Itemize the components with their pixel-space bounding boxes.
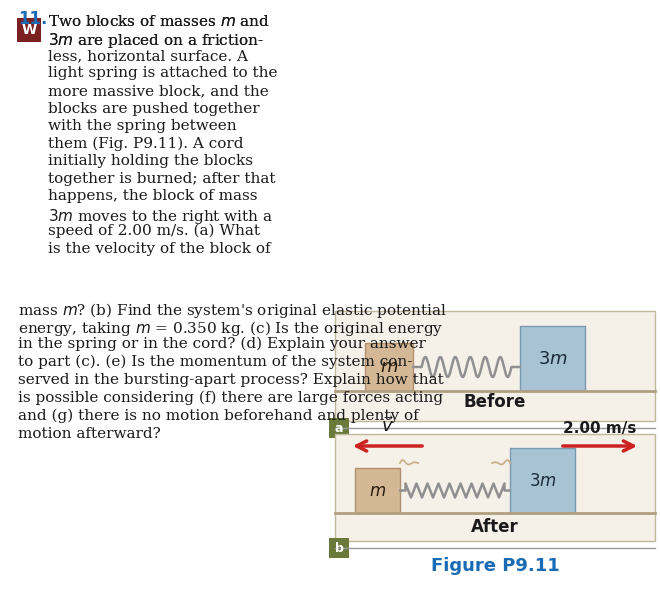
Text: $m$: $m$ — [380, 358, 398, 376]
Text: is possible considering (f) there are large forces acting: is possible considering (f) there are la… — [18, 391, 443, 405]
FancyBboxPatch shape — [329, 418, 349, 438]
Text: 2.00 m/s: 2.00 m/s — [564, 421, 637, 436]
Text: and (g) there is no motion beforehand and plenty of: and (g) there is no motion beforehand an… — [18, 409, 418, 423]
FancyBboxPatch shape — [520, 326, 585, 391]
Text: to part (c). (e) Is the momentum of the system con-: to part (c). (e) Is the momentum of the … — [18, 355, 412, 370]
Text: $3m$: $3m$ — [538, 349, 567, 368]
Text: $3m$ are placed on a friction-: $3m$ are placed on a friction- — [48, 32, 264, 51]
Text: them (Fig. P9.11). A cord: them (Fig. P9.11). A cord — [48, 136, 244, 151]
Text: less, horizontal surface. A: less, horizontal surface. A — [48, 49, 248, 63]
FancyBboxPatch shape — [335, 434, 655, 541]
Text: $m$: $m$ — [369, 482, 386, 499]
Text: light spring is attached to the: light spring is attached to the — [48, 67, 277, 80]
FancyBboxPatch shape — [365, 343, 413, 391]
FancyBboxPatch shape — [17, 18, 41, 42]
Text: is the velocity of the block of: is the velocity of the block of — [48, 241, 271, 256]
Text: After: After — [471, 518, 519, 536]
Text: b: b — [335, 542, 343, 554]
Text: $3m$ are placed on a friction-: $3m$ are placed on a friction- — [48, 32, 264, 51]
Text: $3m$: $3m$ — [529, 471, 556, 489]
Text: together is burned; after that: together is burned; after that — [48, 172, 275, 185]
Text: Before: Before — [464, 393, 526, 411]
Text: $\vec{v}$: $\vec{v}$ — [381, 416, 393, 436]
Text: speed of 2.00 m/s. (a) What: speed of 2.00 m/s. (a) What — [48, 224, 260, 238]
FancyBboxPatch shape — [335, 311, 655, 421]
Text: happens, the block of mass: happens, the block of mass — [48, 189, 257, 203]
Text: motion afterward?: motion afterward? — [18, 427, 161, 441]
FancyBboxPatch shape — [510, 448, 575, 513]
Text: served in the bursting-apart process? Explain how that: served in the bursting-apart process? Ex… — [18, 373, 444, 387]
Text: 11.: 11. — [18, 10, 48, 28]
Text: Two blocks of masses $m$ and: Two blocks of masses $m$ and — [48, 14, 270, 29]
Text: more massive block, and the: more massive block, and the — [48, 84, 269, 98]
Text: mass $m$? (b) Find the system's original elastic potential: mass $m$? (b) Find the system's original… — [18, 301, 447, 320]
Text: $3m$ moves to the right with a: $3m$ moves to the right with a — [48, 206, 273, 225]
Text: Two blocks of masses $m$ and: Two blocks of masses $m$ and — [48, 14, 270, 29]
Text: initially holding the blocks: initially holding the blocks — [48, 154, 253, 168]
FancyBboxPatch shape — [355, 468, 400, 513]
Text: in the spring or in the cord? (d) Explain your answer: in the spring or in the cord? (d) Explai… — [18, 337, 426, 352]
Text: a: a — [335, 421, 343, 434]
Text: blocks are pushed together: blocks are pushed together — [48, 101, 259, 116]
Text: W: W — [21, 23, 36, 37]
Text: with the spring between: with the spring between — [48, 119, 237, 133]
FancyBboxPatch shape — [329, 538, 349, 558]
Text: Figure P9.11: Figure P9.11 — [430, 557, 560, 575]
Text: energy, taking $m$ = 0.350 kg. (c) Is the original energy: energy, taking $m$ = 0.350 kg. (c) Is th… — [18, 319, 444, 338]
